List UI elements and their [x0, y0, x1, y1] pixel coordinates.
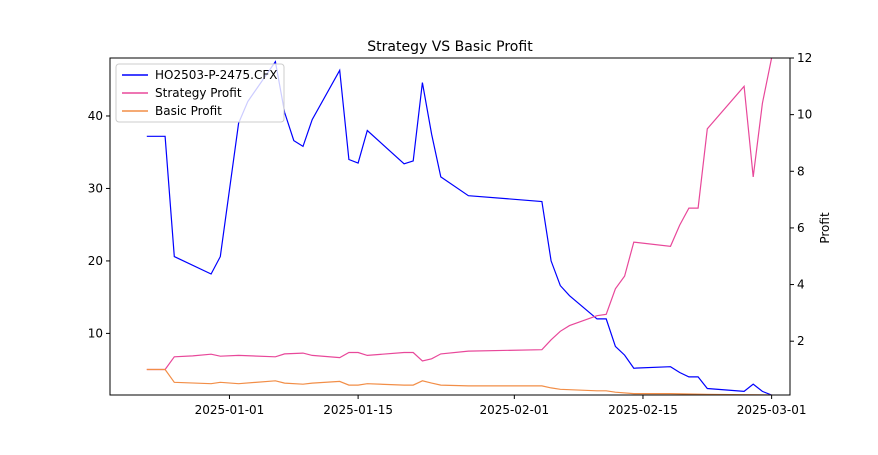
- x-tick-label: 2025-01-15: [323, 403, 393, 417]
- legend-label-3: Basic Profit: [155, 104, 222, 118]
- left-y-tick-label: 40: [88, 109, 103, 123]
- x-tick-label: 2025-02-15: [608, 403, 678, 417]
- right-y-tick-label: 8: [797, 164, 805, 178]
- right-y-tick-label: 6: [797, 221, 805, 235]
- legend: HO2503-P-2475.CFX Strategy Profit Basic Pr…: [115, 63, 285, 123]
- left-y-tick-label: 20: [88, 254, 103, 268]
- x-tick-label: 2025-01-01: [195, 403, 265, 417]
- legend-label-1: HO2503-P-2475.CFX: [155, 68, 278, 82]
- chart-title: Strategy VS Basic Profit: [367, 39, 533, 55]
- left-y-tick-label: 30: [88, 181, 103, 195]
- x-tick-label: 2025-03-01: [737, 403, 807, 417]
- right-axis-label: Profit: [818, 212, 832, 244]
- axes-layer: 2025-01-01 2025-01-15 2025-02-01 2025-02-15…: [88, 51, 813, 417]
- right-y-tick-label: 4: [797, 278, 805, 292]
- x-tick-label: 2025-02-01: [479, 403, 549, 417]
- legend-label-2: Strategy Profit: [155, 86, 242, 100]
- right-y-tick-label: 12: [797, 51, 812, 65]
- right-y-tick-label: 2: [797, 334, 805, 348]
- series-line-2: [146, 58, 773, 371]
- legend-box: [115, 63, 285, 123]
- series-line-3: [146, 368, 772, 395]
- right-y-tick-label: 10: [797, 108, 812, 122]
- left-y-tick-label: 10: [88, 326, 103, 340]
- plot-frame: [109, 57, 791, 396]
